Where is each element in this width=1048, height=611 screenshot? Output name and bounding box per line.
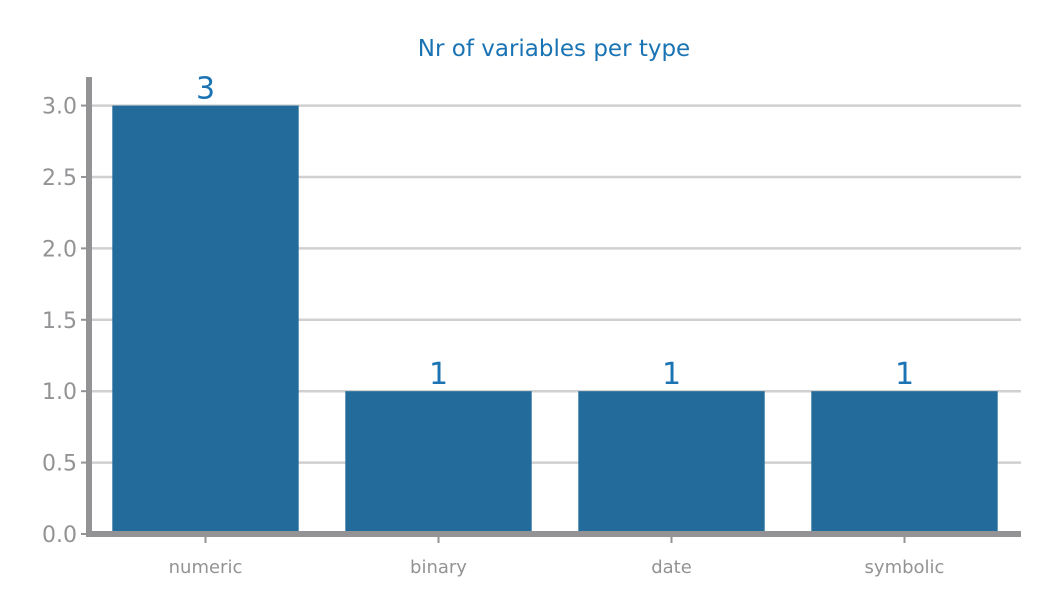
data-label-numeric: 3 — [196, 72, 215, 107]
y-tick-label-1: 0.5 — [42, 452, 77, 477]
bar-symbolic — [811, 391, 998, 534]
x-tick-label-binary: binary — [410, 557, 467, 578]
data-label-binary: 1 — [429, 357, 448, 392]
y-tick-label-4: 2.0 — [42, 237, 77, 262]
x-tick-label-symbolic: symbolic — [865, 557, 945, 578]
data-labels: 3 1 1 1 — [196, 72, 914, 393]
bar-binary — [345, 391, 532, 534]
y-tick-label-3: 1.5 — [42, 309, 77, 334]
bars — [112, 105, 998, 534]
x-tick-label-numeric: numeric — [169, 557, 243, 578]
data-label-symbolic: 1 — [895, 357, 914, 392]
bar-date — [578, 391, 765, 534]
y-tick-label-2: 1.0 — [42, 380, 77, 405]
y-tick-label-5: 2.5 — [42, 166, 77, 191]
y-axis-ticks: 0.0 0.5 1.0 1.5 2.0 2.5 3.0 — [42, 95, 89, 548]
chart-title: Nr of variables per type — [418, 36, 690, 62]
y-tick-label-0: 0.0 — [42, 523, 77, 548]
x-axis-ticks: numeric binary date symbolic — [169, 537, 945, 578]
bar-numeric — [112, 105, 299, 534]
y-tick-label-6: 3.0 — [42, 95, 77, 120]
data-label-date: 1 — [662, 357, 681, 392]
x-tick-label-date: date — [651, 557, 692, 578]
axes — [86, 77, 1021, 537]
